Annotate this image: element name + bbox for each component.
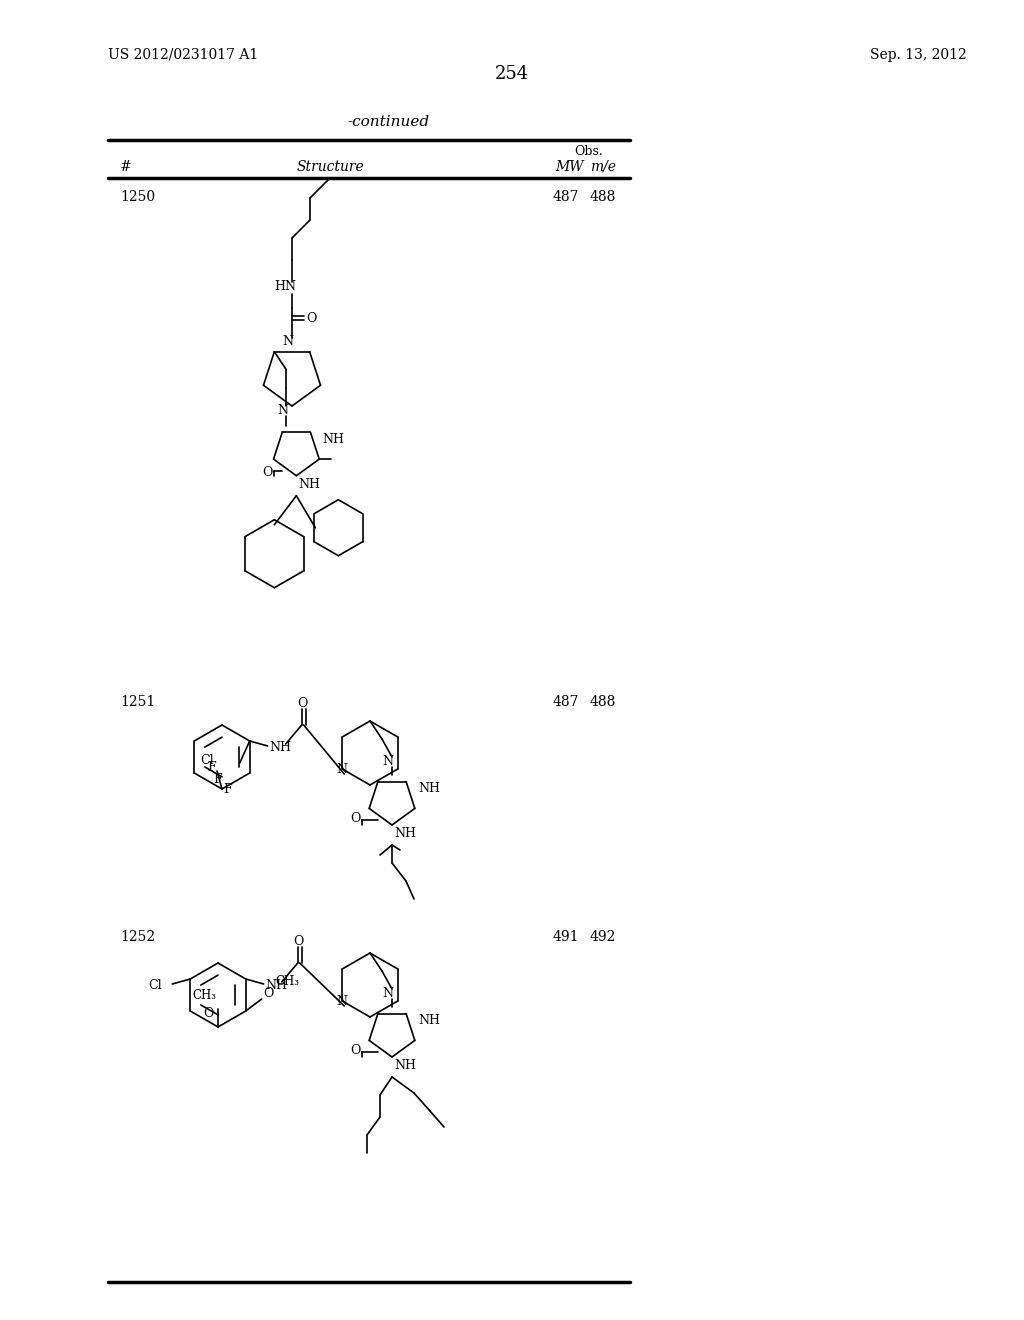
Text: O: O — [298, 697, 308, 710]
Text: N: N — [283, 335, 294, 348]
Text: m/e: m/e — [590, 160, 616, 174]
Text: N: N — [383, 987, 393, 1001]
Text: CH₃: CH₃ — [193, 989, 216, 1002]
Text: O: O — [204, 1007, 214, 1020]
Text: NH: NH — [298, 478, 321, 491]
Text: Obs.: Obs. — [574, 145, 603, 158]
Text: NH: NH — [394, 1059, 416, 1072]
Text: Cl: Cl — [148, 979, 162, 993]
Text: 1252: 1252 — [120, 931, 155, 944]
Text: 1251: 1251 — [120, 696, 156, 709]
Text: F: F — [223, 783, 232, 796]
Text: NH: NH — [269, 741, 292, 754]
Text: CH₃: CH₃ — [275, 975, 300, 987]
Text: 488: 488 — [590, 696, 616, 709]
Text: HN: HN — [274, 280, 296, 293]
Text: N: N — [383, 755, 393, 768]
Text: N: N — [336, 995, 347, 1008]
Text: 487: 487 — [553, 190, 580, 205]
Text: 488: 488 — [590, 190, 616, 205]
Text: NH: NH — [323, 433, 344, 446]
Text: Sep. 13, 2012: Sep. 13, 2012 — [870, 48, 967, 62]
Text: MW: MW — [555, 160, 584, 174]
Text: N: N — [336, 763, 347, 776]
Text: NH: NH — [394, 828, 416, 840]
Text: O: O — [350, 1044, 360, 1057]
Text: 492: 492 — [590, 931, 616, 944]
Text: O: O — [350, 812, 360, 825]
Text: O: O — [264, 987, 274, 1001]
Text: O: O — [294, 935, 304, 948]
Text: 1250: 1250 — [120, 190, 155, 205]
Text: N: N — [276, 404, 288, 417]
Text: NH: NH — [418, 1014, 440, 1027]
Text: Cl: Cl — [200, 754, 214, 767]
Text: 254: 254 — [495, 65, 529, 83]
Text: F: F — [208, 762, 216, 774]
Text: NH: NH — [418, 781, 440, 795]
Text: O: O — [262, 466, 272, 479]
Text: O: O — [306, 312, 316, 325]
Text: F: F — [214, 774, 222, 785]
Text: 487: 487 — [553, 696, 580, 709]
Text: 491: 491 — [553, 931, 580, 944]
Text: Structure: Structure — [296, 160, 364, 174]
Text: -continued: -continued — [347, 115, 429, 129]
Text: US 2012/0231017 A1: US 2012/0231017 A1 — [108, 48, 258, 62]
Text: NH: NH — [265, 979, 288, 993]
Text: #: # — [120, 160, 132, 174]
